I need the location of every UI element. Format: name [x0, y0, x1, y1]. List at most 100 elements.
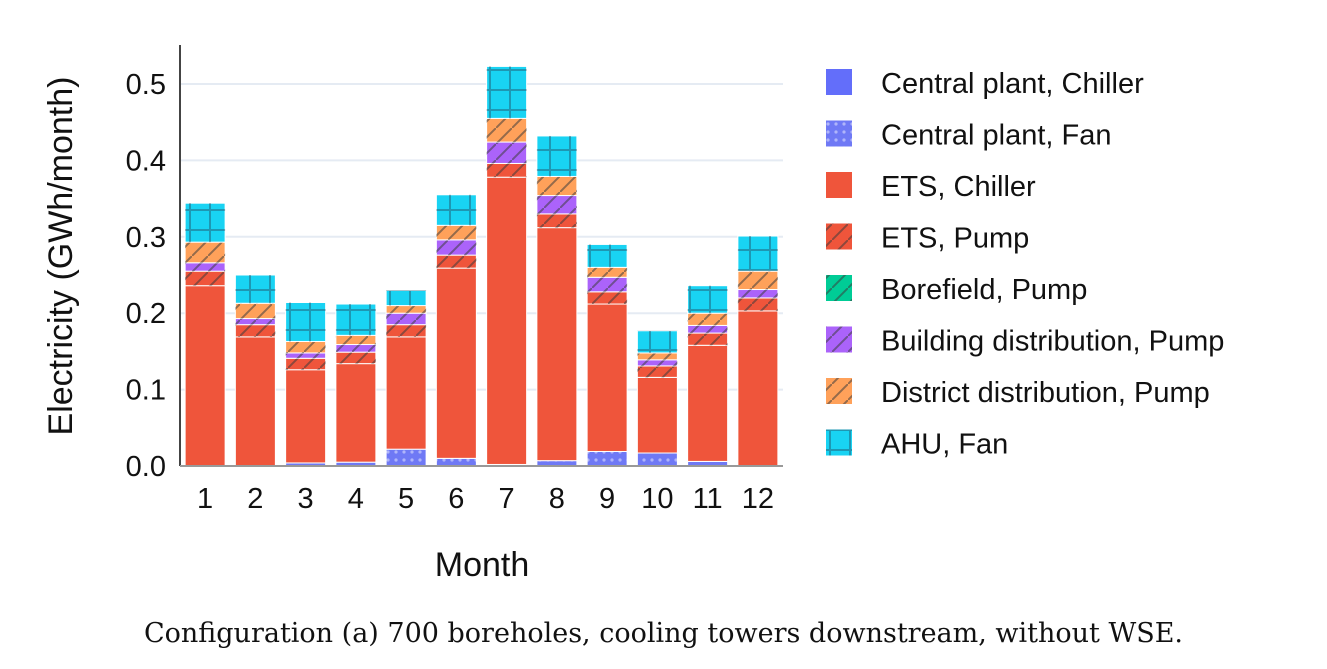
x-tick-label: 4	[348, 483, 364, 515]
bar-pattern-ahu-fan	[335, 304, 376, 336]
bar-pattern-district-distribution-pump	[185, 242, 226, 263]
bar-pattern-central-plant-fan	[335, 462, 376, 466]
bar-segment-ets-chiller	[586, 303, 628, 452]
bar-pattern-ahu-fan	[737, 236, 778, 272]
legend-swatch-pattern	[826, 429, 852, 456]
bar-pattern-central-plant-fan	[285, 462, 326, 466]
bar-segment-ets-chiller	[184, 285, 226, 467]
legend-label-borefield-pump: Borefield, Pump	[881, 274, 1087, 306]
bar-pattern-building-distribution-pump	[285, 352, 326, 359]
legend-label-ets-pump: ETS, Pump	[881, 223, 1029, 255]
bar-segment-ets-chiller	[636, 376, 678, 454]
bar-pattern-ahu-fan	[235, 275, 276, 304]
bar-pattern-central-plant-fan	[436, 458, 477, 466]
x-tick-labels: 1 2 3 4 5 6 7 8 9 10 11 12	[197, 483, 774, 515]
bar-pattern-ets-pump	[235, 324, 276, 337]
bar-pattern-central-plant-fan	[637, 453, 678, 466]
bar-pattern-ahu-fan	[587, 244, 628, 268]
bar-segment-ets-chiller	[435, 267, 477, 459]
legend: Central plant, Chiller Central plant, Fan…	[826, 68, 1224, 461]
bar-pattern-district-distribution-pump	[386, 305, 427, 314]
y-tick-label: 0.3	[126, 222, 166, 254]
chart: 0.00.10.20.30.40.5 1 2 3 4 5 6 7 8 9 10 11 12 Month…	[42, 45, 1224, 584]
bar-pattern-district-distribution-pump	[486, 118, 527, 143]
bar-pattern-district-distribution-pump	[536, 176, 577, 196]
x-tick-label: 10	[641, 483, 673, 515]
bar-pattern-ets-pump	[285, 358, 326, 370]
bar-pattern-building-distribution-pump	[687, 325, 728, 334]
legend-swatch-central-plant-chiller	[826, 69, 852, 95]
y-tick-label: 0.1	[126, 375, 166, 407]
legend-label-central-plant-chiller: Central plant, Chiller	[881, 68, 1144, 100]
legend-swatch-pattern	[826, 275, 852, 301]
x-tick-label: 3	[298, 483, 314, 515]
legend-label-district-distribution-pump: District distribution, Pump	[881, 377, 1210, 409]
bar-pattern-district-distribution-pump	[737, 271, 778, 290]
bar-pattern-ets-pump	[536, 213, 577, 228]
bar-segment-ets-chiller	[385, 336, 427, 450]
bar-pattern-district-distribution-pump	[587, 267, 628, 278]
bar-pattern-district-distribution-pump	[335, 335, 376, 345]
bar-segment-ets-chiller	[234, 336, 276, 467]
x-tick-label: 9	[599, 483, 615, 515]
bar-pattern-building-distribution-pump	[235, 318, 276, 325]
x-tick-label: 1	[197, 483, 213, 515]
bar-pattern-district-distribution-pump	[637, 352, 678, 360]
legend-label-building-distribution-pump: Building distribution, Pump	[881, 326, 1224, 358]
bar-pattern-ahu-fan	[285, 302, 326, 342]
bar-pattern-district-distribution-pump	[235, 303, 276, 319]
bar-segment-ets-chiller	[737, 310, 779, 467]
bar-pattern-building-distribution-pump	[486, 142, 527, 164]
bar-pattern-ets-pump	[436, 255, 477, 269]
bar-pattern-ahu-fan	[386, 290, 427, 306]
bar-pattern-building-distribution-pump	[386, 313, 427, 325]
y-tick-label: 0.5	[126, 69, 166, 101]
legend-swatch-pattern	[826, 378, 852, 404]
bar-segment-ets-chiller	[486, 176, 528, 465]
y-tick-labels: 0.0 0.1 0.2 0.3 0.4 0.5	[126, 69, 166, 483]
figure-caption: Configuration (a) 700 boreholes, cooling…	[143, 618, 1184, 649]
x-tick-label: 6	[448, 483, 464, 515]
bar-pattern-building-distribution-pump	[587, 277, 628, 292]
x-tick-label: 12	[742, 483, 774, 515]
bar-pattern-central-plant-fan	[536, 460, 577, 466]
bars	[184, 65, 779, 467]
bar-pattern-ets-pump	[486, 163, 527, 178]
bar-pattern-ahu-fan	[687, 285, 728, 314]
bar-segment-ets-chiller	[687, 344, 729, 462]
bar-pattern-building-distribution-pump	[536, 195, 577, 214]
bar-pattern-ets-pump	[687, 333, 728, 346]
bar-pattern-building-distribution-pump	[185, 262, 226, 272]
bar-pattern-ahu-fan	[536, 135, 577, 177]
bar-pattern-building-distribution-pump	[335, 344, 376, 353]
bar-pattern-building-distribution-pump	[737, 289, 778, 298]
legend-swatch-pattern	[826, 326, 852, 353]
bar-pattern-ets-pump	[185, 271, 226, 286]
legend-swatch-pattern	[826, 120, 852, 147]
bar-segment-ets-chiller	[536, 227, 578, 462]
bar-segment-ets-chiller	[335, 363, 377, 463]
bar-pattern-ahu-fan	[185, 203, 226, 243]
legend-swatch-ets-chiller	[826, 172, 852, 198]
y-tick-label: 0.0	[126, 451, 166, 483]
bar-pattern-ahu-fan	[637, 330, 678, 353]
bar-pattern-building-distribution-pump	[637, 359, 678, 366]
x-tick-label: 8	[549, 483, 565, 515]
bar-segment-ets-chiller	[285, 369, 327, 464]
bar-pattern-district-distribution-pump	[687, 313, 728, 326]
bar-pattern-district-distribution-pump	[436, 225, 477, 240]
legend-label-ahu-fan: AHU, Fan	[881, 429, 1008, 461]
x-tick-label: 5	[398, 483, 414, 515]
bar-pattern-central-plant-fan	[587, 451, 628, 466]
bar-pattern-ets-pump	[335, 352, 376, 364]
bar-pattern-ets-pump	[386, 324, 427, 337]
x-tick-label: 7	[499, 483, 515, 515]
bar-pattern-central-plant-fan	[687, 461, 728, 466]
legend-swatch-pattern	[826, 223, 852, 250]
legend-label-central-plant-fan: Central plant, Fan	[881, 120, 1112, 152]
y-axis-title: Electricity (GWh/month)	[42, 77, 80, 436]
bar-pattern-ahu-fan	[486, 66, 527, 119]
bar-pattern-ahu-fan	[436, 194, 477, 226]
x-tick-label: 2	[247, 483, 263, 515]
x-axis-title: Month	[435, 546, 530, 584]
